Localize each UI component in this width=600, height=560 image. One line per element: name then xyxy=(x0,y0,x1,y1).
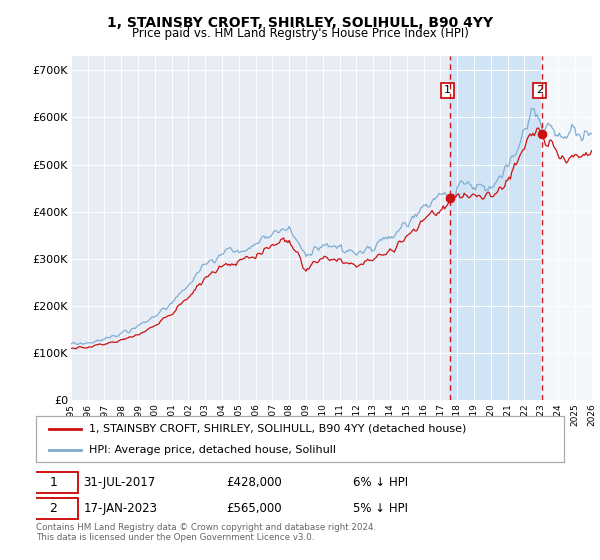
Text: 1: 1 xyxy=(444,86,451,95)
Text: 6% ↓ HPI: 6% ↓ HPI xyxy=(353,475,408,489)
Text: Contains HM Land Registry data © Crown copyright and database right 2024.
This d: Contains HM Land Registry data © Crown c… xyxy=(36,523,376,543)
Bar xyxy=(542,56,592,400)
Text: 1: 1 xyxy=(49,475,57,489)
Text: £565,000: £565,000 xyxy=(226,502,282,515)
Text: 1, STAINSBY CROFT, SHIRLEY, SOLIHULL, B90 4YY (detached house): 1, STAINSBY CROFT, SHIRLEY, SOLIHULL, B9… xyxy=(89,424,466,434)
Text: 1, STAINSBY CROFT, SHIRLEY, SOLIHULL, B90 4YY: 1, STAINSBY CROFT, SHIRLEY, SOLIHULL, B9… xyxy=(107,16,493,30)
Text: 2: 2 xyxy=(536,86,543,95)
Text: 17-JAN-2023: 17-JAN-2023 xyxy=(83,502,158,515)
Text: £428,000: £428,000 xyxy=(226,475,282,489)
Text: 2: 2 xyxy=(49,502,57,515)
Text: 5% ↓ HPI: 5% ↓ HPI xyxy=(353,502,408,515)
Bar xyxy=(450,56,542,400)
Text: HPI: Average price, detached house, Solihull: HPI: Average price, detached house, Soli… xyxy=(89,445,336,455)
FancyBboxPatch shape xyxy=(28,498,78,519)
FancyBboxPatch shape xyxy=(28,472,78,492)
Text: 31-JUL-2017: 31-JUL-2017 xyxy=(83,475,156,489)
Text: Price paid vs. HM Land Registry's House Price Index (HPI): Price paid vs. HM Land Registry's House … xyxy=(131,27,469,40)
